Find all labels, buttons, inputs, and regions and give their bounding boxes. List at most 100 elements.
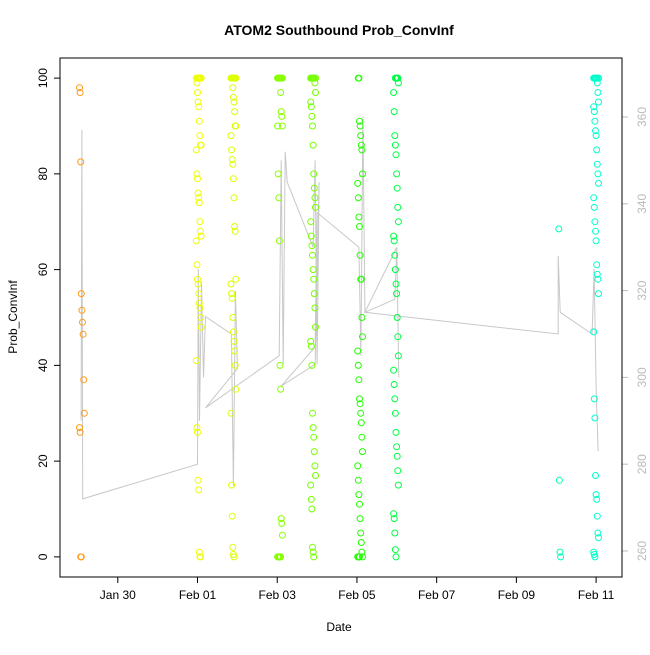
data-point (278, 112, 286, 120)
data-point (593, 261, 601, 269)
axes-layer: Jan 30 Feb 01 Feb 03 Feb 05 Feb 07 Feb 09 Feb … (36, 68, 649, 602)
data-point (359, 448, 366, 456)
data-point (197, 323, 205, 331)
data-point (312, 472, 319, 479)
data-point (311, 194, 319, 202)
data-point (76, 424, 83, 432)
data-point (390, 89, 398, 96)
data-point (193, 261, 201, 269)
data-point (309, 548, 317, 556)
data-point (393, 443, 401, 451)
data-point (307, 337, 315, 345)
data-point (392, 151, 400, 159)
data-point (78, 306, 86, 314)
data-point (359, 553, 366, 561)
data-point (197, 553, 204, 561)
data-point (358, 314, 366, 321)
points-layer (76, 74, 602, 561)
data-point (394, 467, 402, 475)
data-point (227, 409, 235, 417)
data-point (357, 141, 365, 149)
data-point (390, 108, 398, 116)
data-point (228, 290, 236, 298)
data-point (357, 419, 365, 427)
data-point (309, 409, 316, 417)
data-point (355, 74, 363, 82)
data-point (357, 529, 365, 537)
data-point (312, 89, 319, 96)
data-point (394, 79, 402, 87)
data-point (358, 433, 366, 441)
data-point (590, 328, 598, 336)
data-point (392, 428, 400, 436)
data-point (194, 476, 202, 484)
data-point (274, 122, 282, 130)
data-point (231, 223, 239, 230)
x-tick-label: Feb 11 (578, 588, 615, 602)
chart-title: ATOM2 Southbound Prob_ConvInf (224, 22, 454, 38)
data-point (229, 328, 237, 336)
data-point (310, 74, 318, 82)
data-point (394, 333, 402, 341)
data-point (357, 539, 365, 546)
y-tick-label: 60 (36, 263, 50, 277)
data-point (278, 531, 286, 539)
x-tick-label: Feb 09 (498, 588, 536, 602)
data-point (595, 290, 602, 298)
data-point (392, 553, 400, 561)
data-point (195, 290, 203, 298)
data-point (76, 428, 84, 436)
data-point (277, 89, 285, 96)
data-point (355, 491, 363, 499)
data-point (354, 194, 362, 202)
x-axis-label: Date (326, 620, 352, 634)
data-point (390, 515, 398, 523)
data-point (193, 79, 201, 87)
data-point (232, 275, 240, 283)
x-tick-label: Feb 03 (259, 588, 297, 602)
data-point (309, 141, 317, 149)
data-point (194, 89, 201, 96)
data-point (227, 280, 235, 288)
data-point (555, 225, 563, 233)
y2-tick-label: 300 (635, 367, 649, 387)
y-tick-label: 40 (36, 358, 50, 372)
data-point (390, 232, 398, 240)
data-point (228, 512, 236, 520)
data-point (356, 122, 364, 130)
data-point (231, 108, 239, 116)
data-point (592, 127, 599, 135)
data-point (311, 462, 319, 470)
data-point (393, 184, 401, 192)
data-point (228, 146, 236, 154)
data-point (276, 361, 284, 369)
data-point (310, 290, 318, 298)
data-point (391, 409, 399, 417)
data-point (590, 203, 598, 211)
data-point (391, 266, 399, 274)
data-point (310, 184, 318, 192)
data-point (231, 347, 239, 355)
data-point (393, 290, 401, 298)
data-point (592, 491, 600, 499)
data-point (277, 385, 285, 393)
plot-frame (59, 57, 623, 578)
data-point (194, 189, 202, 197)
data-point (307, 342, 315, 350)
data-point (197, 314, 204, 321)
data-point (595, 98, 602, 106)
data-point (359, 170, 366, 178)
data-point (192, 237, 200, 245)
data-point (308, 361, 316, 369)
data-point (390, 381, 398, 388)
data-point (227, 132, 235, 140)
data-point (593, 74, 601, 82)
data-point (230, 553, 238, 561)
data-point (555, 476, 563, 484)
data-point (229, 175, 237, 183)
data-point (391, 251, 399, 259)
data-point (590, 194, 598, 202)
data-point (594, 170, 602, 178)
data-point (593, 270, 601, 278)
data-point (391, 141, 399, 149)
